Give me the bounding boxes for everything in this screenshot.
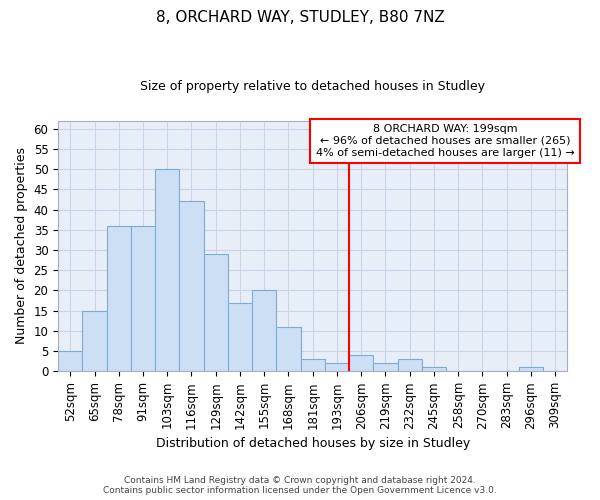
Bar (422, 368, 446, 372)
X-axis label: Distribution of detached houses by size in Studley: Distribution of detached houses by size … (155, 437, 470, 450)
Text: 8, ORCHARD WAY, STUDLEY, B80 7NZ: 8, ORCHARD WAY, STUDLEY, B80 7NZ (155, 10, 445, 25)
Text: 8 ORCHARD WAY: 199sqm
← 96% of detached houses are smaller (265)
4% of semi-deta: 8 ORCHARD WAY: 199sqm ← 96% of detached … (316, 124, 574, 158)
Bar (131, 226, 155, 372)
Bar (519, 368, 543, 372)
Text: Contains HM Land Registry data © Crown copyright and database right 2024.
Contai: Contains HM Land Registry data © Crown c… (103, 476, 497, 495)
Bar (228, 302, 252, 372)
Bar (179, 202, 203, 372)
Bar (203, 254, 228, 372)
Bar (107, 226, 131, 372)
Bar (349, 355, 373, 372)
Bar (301, 359, 325, 372)
Y-axis label: Number of detached properties: Number of detached properties (15, 148, 28, 344)
Title: Size of property relative to detached houses in Studley: Size of property relative to detached ho… (140, 80, 485, 93)
Bar (398, 359, 422, 372)
Bar (82, 310, 107, 372)
Bar (277, 327, 301, 372)
Bar (252, 290, 277, 372)
Bar (373, 363, 398, 372)
Bar (58, 351, 82, 372)
Bar (325, 363, 349, 372)
Bar (155, 169, 179, 372)
